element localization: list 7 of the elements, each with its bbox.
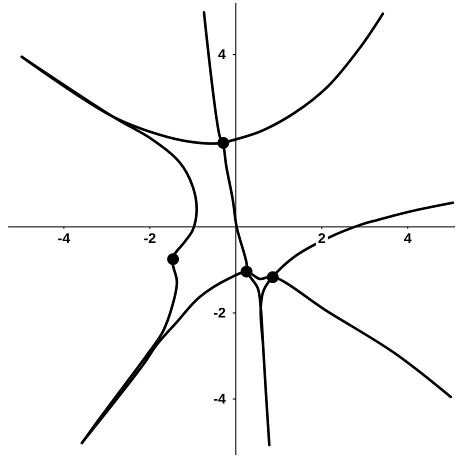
x-tick-label: 4 [404, 230, 412, 246]
y-tick-label: -4 [213, 390, 226, 407]
x-tick-label: 2 [318, 230, 326, 246]
y-tick-label: 4 [218, 46, 226, 62]
x-tick-label: -2 [144, 230, 156, 246]
x-tick-label: -4 [58, 230, 70, 246]
y-tick-label: -2 [213, 304, 226, 320]
